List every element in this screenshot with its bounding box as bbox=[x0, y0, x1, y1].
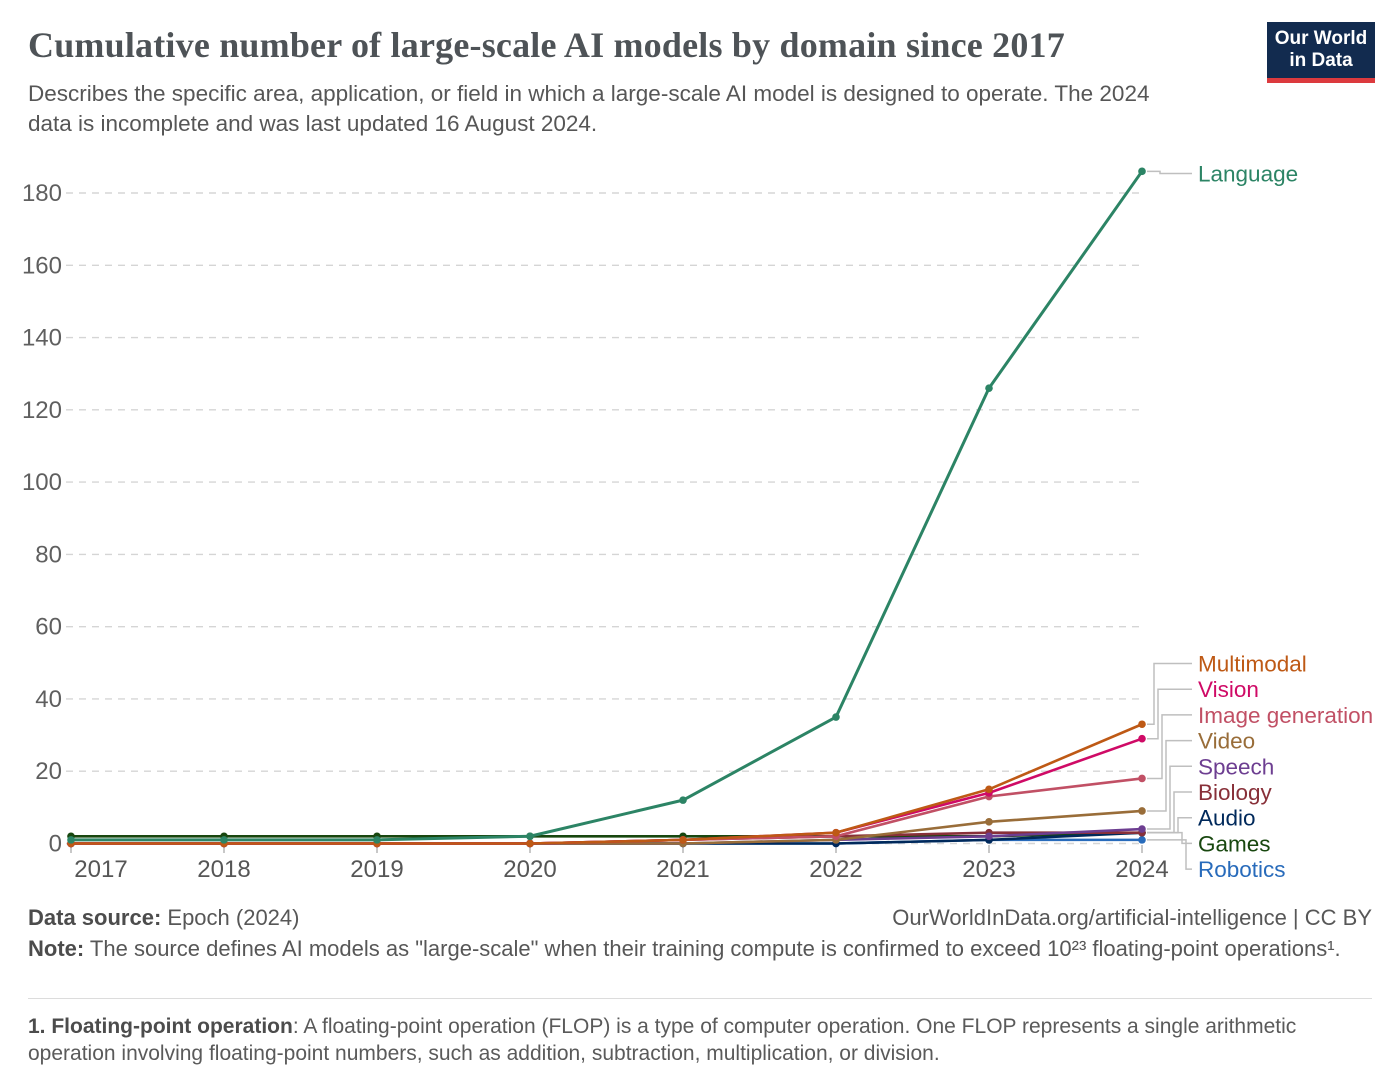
data-source-label: Data source: bbox=[28, 905, 162, 930]
series-point-multimodal-2022[interactable] bbox=[832, 828, 840, 837]
y-tick-label-180: 180 bbox=[22, 180, 62, 207]
series-point-speech-2023[interactable] bbox=[985, 832, 993, 841]
series-point-language-2019[interactable] bbox=[373, 836, 381, 844]
x-tick-label-2019: 2019 bbox=[350, 856, 403, 883]
chart-note: Note: The source defines AI models as "l… bbox=[28, 936, 1372, 962]
data-source-value: Epoch (2024) bbox=[161, 905, 300, 930]
series-point-language-2021[interactable] bbox=[679, 796, 687, 804]
series-point-speech-2024[interactable] bbox=[1138, 825, 1146, 833]
x-tick-label-2017: 2017 bbox=[74, 856, 127, 883]
series-label-robotics[interactable]: Robotics bbox=[1198, 857, 1286, 882]
series-point-image-generation-2024[interactable] bbox=[1138, 774, 1146, 783]
connector-language bbox=[1147, 170, 1192, 175]
series-label-vision[interactable]: Vision bbox=[1198, 677, 1259, 702]
y-tick-label-140: 140 bbox=[22, 325, 62, 352]
series-point-robotics-2024[interactable] bbox=[1138, 836, 1146, 844]
series-label-language[interactable]: Language bbox=[1198, 162, 1298, 187]
series-label-audio[interactable]: Audio bbox=[1198, 806, 1256, 831]
y-tick-label-120: 120 bbox=[22, 397, 62, 424]
connector-multimodal bbox=[1147, 662, 1192, 725]
subtitle-line1: Describes the specific area, application… bbox=[28, 81, 1150, 106]
connector-speech bbox=[1147, 765, 1192, 830]
series-point-vision-2024[interactable] bbox=[1138, 734, 1146, 743]
series-label-speech[interactable]: Speech bbox=[1198, 754, 1274, 779]
series-point-language-2022[interactable] bbox=[832, 713, 840, 721]
x-tick-label-2021: 2021 bbox=[656, 856, 709, 883]
series-point-multimodal-2023[interactable] bbox=[985, 785, 993, 794]
footer-divider bbox=[28, 998, 1372, 999]
y-tick-label-160: 160 bbox=[22, 252, 62, 279]
x-tick-label-2024: 2024 bbox=[1115, 856, 1168, 883]
chart-subtitle: Describes the specific area, application… bbox=[28, 79, 1228, 138]
series-label-image-generation[interactable]: Image generation bbox=[1198, 703, 1373, 728]
page-title: Cumulative number of large-scale AI mode… bbox=[28, 25, 1065, 65]
y-tick-label-100: 100 bbox=[22, 469, 62, 496]
owid-logo-line2: in Data bbox=[1289, 50, 1353, 71]
series-point-multimodal-2021[interactable] bbox=[679, 836, 687, 844]
subtitle-line2: data is incomplete and was last updated … bbox=[28, 110, 598, 136]
connector-vision bbox=[1147, 688, 1192, 740]
series-point-language-2023[interactable] bbox=[985, 384, 993, 392]
series-point-language-2018[interactable] bbox=[220, 836, 228, 844]
series-point-multimodal-2024[interactable] bbox=[1138, 720, 1146, 729]
series-line-language[interactable] bbox=[69, 169, 1144, 842]
owid-logo-line1: Our World bbox=[1274, 28, 1368, 50]
connector-games bbox=[1147, 831, 1192, 845]
series-point-language-2020[interactable] bbox=[526, 832, 534, 841]
connector-robotics bbox=[1147, 839, 1192, 870]
y-tick-label-20: 20 bbox=[35, 758, 62, 785]
x-tick-label-2022: 2022 bbox=[809, 856, 862, 883]
footnote-label: 1. Floating-point operation bbox=[28, 1015, 293, 1038]
x-tick-label-2020: 2020 bbox=[503, 856, 556, 883]
series-label-video[interactable]: Video bbox=[1198, 729, 1255, 754]
owid-logo[interactable]: Our World in Data bbox=[1267, 22, 1375, 84]
y-tick-label-0: 0 bbox=[49, 831, 62, 858]
owid-logo-red-bar bbox=[1267, 78, 1375, 83]
connector-video bbox=[1147, 739, 1192, 812]
owid-logo-box: Our World in Data bbox=[1267, 22, 1375, 78]
owid-link[interactable]: OurWorldInData.org/artificial-intelligen… bbox=[892, 905, 1372, 930]
series-line-multimodal[interactable] bbox=[69, 722, 1144, 845]
x-tick-label-2018: 2018 bbox=[197, 856, 250, 883]
y-tick-label-80: 80 bbox=[35, 541, 62, 568]
note-text: The source defines AI models as "large-s… bbox=[84, 936, 1341, 961]
series-point-video-2024[interactable] bbox=[1138, 807, 1146, 815]
series-point-video-2023[interactable] bbox=[985, 818, 993, 826]
y-tick-label-40: 40 bbox=[35, 686, 62, 713]
series-label-biology[interactable]: Biology bbox=[1198, 780, 1273, 805]
series-label-multimodal[interactable]: Multimodal bbox=[1198, 652, 1307, 677]
series-point-language-2017[interactable] bbox=[67, 836, 75, 844]
y-tick-label-60: 60 bbox=[35, 614, 62, 641]
note-label: Note: bbox=[28, 936, 85, 961]
chart-footer: Data source: Epoch (2024) OurWorldInData… bbox=[28, 905, 1372, 931]
data-source: Data source: Epoch (2024) bbox=[28, 905, 299, 931]
connector-image-generation bbox=[1147, 714, 1192, 780]
series-point-multimodal-2020[interactable] bbox=[526, 839, 534, 848]
series-point-language-2024[interactable] bbox=[1138, 167, 1146, 176]
series-label-games[interactable]: Games bbox=[1198, 831, 1271, 856]
footnote: 1. Floating-point operation: A floating-… bbox=[28, 1014, 1368, 1068]
x-tick-label-2023: 2023 bbox=[962, 856, 1015, 883]
footnote-text: : A floating-point operation (FLOP) is a… bbox=[28, 1015, 1297, 1065]
